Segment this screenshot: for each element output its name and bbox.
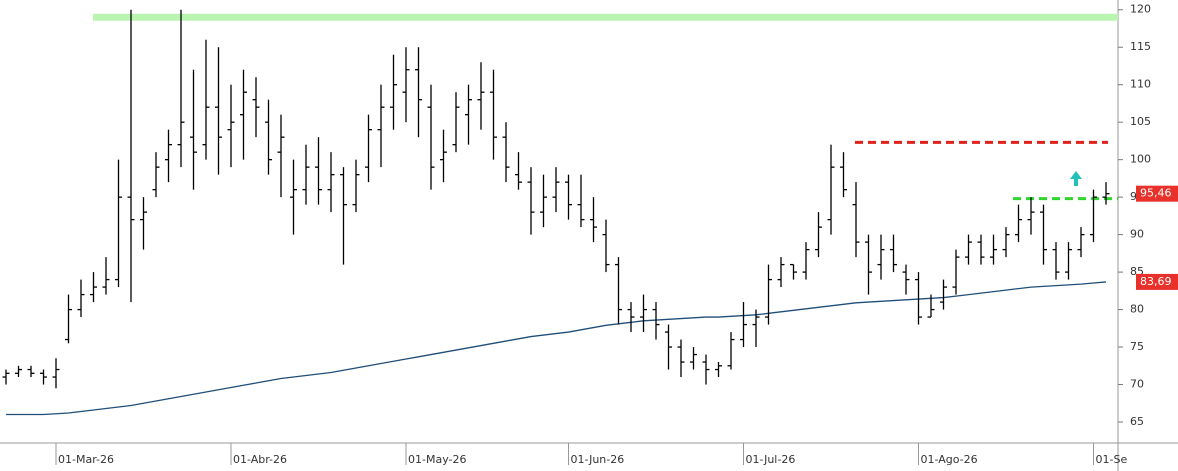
x-tick-label: 01-Jul-26 [746, 453, 796, 466]
x-tick-label: 01-Se [1096, 453, 1128, 466]
y-tick-label: 75 [1130, 340, 1144, 353]
price-label: 95,46 [1140, 187, 1172, 200]
y-tick-label: 110 [1130, 78, 1151, 91]
moving-average-line [6, 281, 1107, 416]
y-tick-label: 90 [1130, 228, 1144, 241]
price-label-box [1136, 273, 1178, 290]
x-tick-label: 01-Mar-26 [58, 453, 114, 466]
x-tick-label: 01-Abr-26 [233, 453, 287, 466]
arrow-up-icon [1070, 171, 1082, 186]
price-label-box [1136, 185, 1178, 202]
x-tick-label: 01-Jun-26 [571, 453, 625, 466]
x-tick-label: 01-May-26 [408, 453, 466, 466]
y-tick-label: 120 [1130, 3, 1151, 16]
y-tick-label: 105 [1130, 115, 1151, 128]
y-tick-label: 70 [1130, 378, 1144, 391]
x-tick-label: 01-Ago-26 [921, 453, 978, 466]
y-tick-label: 115 [1130, 40, 1151, 53]
y-tick-label: 100 [1130, 153, 1151, 166]
price-label: 83,69 [1140, 275, 1172, 288]
y-tick-label: 80 [1130, 303, 1144, 316]
y-tick-label: 65 [1130, 415, 1144, 428]
